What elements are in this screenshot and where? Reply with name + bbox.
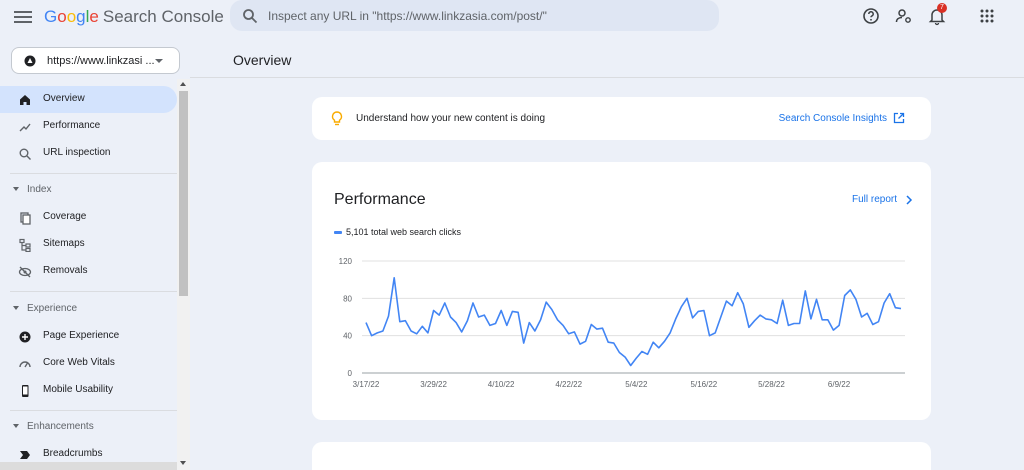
full-report-link[interactable]: Full report [851,194,897,205]
sidebar-item-label: URL inspection [43,147,111,158]
section-label: Enhancements [27,421,94,432]
scroll-down-arrow-icon[interactable] [180,461,186,465]
divider [10,291,177,292]
scroll-up-arrow-icon[interactable] [180,82,186,86]
legend-label: 5,101 total web search clicks [346,227,462,237]
sidebar-item-url-inspection[interactable]: URL inspection [0,140,177,167]
sidebar-item-mobile-usability[interactable]: Mobile Usability [0,377,177,404]
sidebar-item-label: Overview [43,93,85,104]
x-tick-label: 5/4/22 [625,380,648,389]
property-favicon-icon [24,55,36,67]
sidebar-item-breadcrumbs[interactable]: Breadcrumbs [0,441,177,468]
search-icon [19,148,31,160]
section-index[interactable]: Index [0,180,177,200]
property-url: https://www.linkzasi ... [47,55,155,67]
speedometer-icon [19,361,31,368]
chevron-right-icon[interactable] [905,195,913,205]
search-console-insights-link[interactable]: Search Console Insights [778,113,887,124]
sidebar-item-page-experience[interactable]: Page Experience [0,323,177,350]
sidebar-item-performance[interactable]: Performance [0,113,177,140]
search-input[interactable] [268,6,708,26]
insight-text: Understand how your new content is doing [356,113,546,124]
sidebar-item-label: Mobile Usability [43,384,114,395]
collapse-icon [13,187,19,191]
collapse-icon [13,306,19,310]
y-tick-label: 120 [339,257,353,266]
page-title: Overview [233,52,292,68]
insights-card: Understand how your new content is doing… [312,97,931,140]
sidebar-item-coverage[interactable]: Coverage [0,204,177,231]
x-tick-label: 5/28/22 [758,380,785,389]
property-selector[interactable]: https://www.linkzasi ... [11,47,180,74]
sidebar: https://www.linkzasi ... Overview Perfor… [0,36,190,470]
clicks-line-chart: 0 40 80 120 3/17/22 3/29/22 4/10/22 4/22/22 5/4/… [339,257,905,389]
search-icon [243,9,258,24]
x-tick-label: 4/10/22 [488,380,515,389]
series-line-clicks[interactable] [365,277,902,367]
x-tick-label: 5/16/22 [691,380,718,389]
section-enhancements[interactable]: Enhancements [0,417,177,437]
sitemap-icon [19,238,31,252]
divider [190,77,1024,78]
sidebar-item-label: Breadcrumbs [43,448,103,459]
sidebar-item-label: Removals [43,265,88,276]
help-icon[interactable] [861,6,881,26]
collapse-icon [13,424,19,428]
sidebar-item-label: Performance [43,120,101,131]
trending-icon [19,123,31,132]
section-label: Experience [27,303,78,314]
sidebar-item-removals[interactable]: Removals [0,258,177,285]
url-inspect-search[interactable] [230,0,719,31]
coverage-icon [20,212,31,225]
notifications-button[interactable]: 7 [927,3,947,26]
removals-icon [18,266,32,278]
mobile-icon [22,385,29,397]
product-name: Search Console [102,7,224,26]
apps-grid-icon[interactable] [977,6,997,26]
divider [10,173,177,174]
sidebar-item-label: Sitemaps [43,238,85,249]
section-label: Index [27,184,52,195]
x-tick-label: 6/9/22 [828,380,851,389]
menu-icon[interactable] [12,8,34,28]
logo-letter: o [66,7,77,26]
y-tick-label: 40 [343,332,352,341]
x-tick-label: 3/17/22 [353,380,380,389]
section-experience[interactable]: Experience [0,299,177,319]
sidebar-item-overview[interactable]: Overview [0,86,177,113]
performance-card: Performance Full report 5,101 total web … [312,162,931,420]
x-tick-label: 3/29/22 [420,380,447,389]
sidebar-item-label: Core Web Vitals [43,357,115,368]
chevron-down-icon [155,59,163,63]
scroll-thumb[interactable] [179,91,188,296]
logo-letter: G [44,7,58,26]
breadcrumbs-icon [20,451,30,459]
open-in-new-icon[interactable] [893,112,905,124]
sidebar-scrollbar[interactable] [177,79,190,470]
sidebar-item-core-web-vitals[interactable]: Core Web Vitals [0,350,177,377]
lightbulb-icon [331,111,343,126]
divider [10,410,177,411]
horizontal-scrollbar[interactable] [0,462,177,470]
y-tick-label: 0 [348,369,353,378]
home-icon [20,95,30,105]
legend-swatch [334,231,342,235]
sidebar-item-label: Coverage [43,211,87,222]
sidebar-item-label: Page Experience [43,330,120,341]
performance-title: Performance [334,191,426,208]
logo-letter: g [76,7,86,26]
logo-letter: e [89,7,99,26]
logo-letter: l [85,7,90,26]
notification-badge: 7 [937,3,947,13]
y-tick-label: 80 [343,294,352,303]
sidebar-item-sitemaps[interactable]: Sitemaps [0,231,177,258]
logo-letter: o [57,7,67,26]
manage-users-icon[interactable] [894,6,914,26]
product-logo[interactable]: Google Search Console [44,7,224,27]
page-experience-icon [19,331,31,343]
next-card [312,442,931,470]
chart-legend: 5,101 total web search clicks [334,227,461,237]
x-tick-label: 4/22/22 [555,380,582,389]
